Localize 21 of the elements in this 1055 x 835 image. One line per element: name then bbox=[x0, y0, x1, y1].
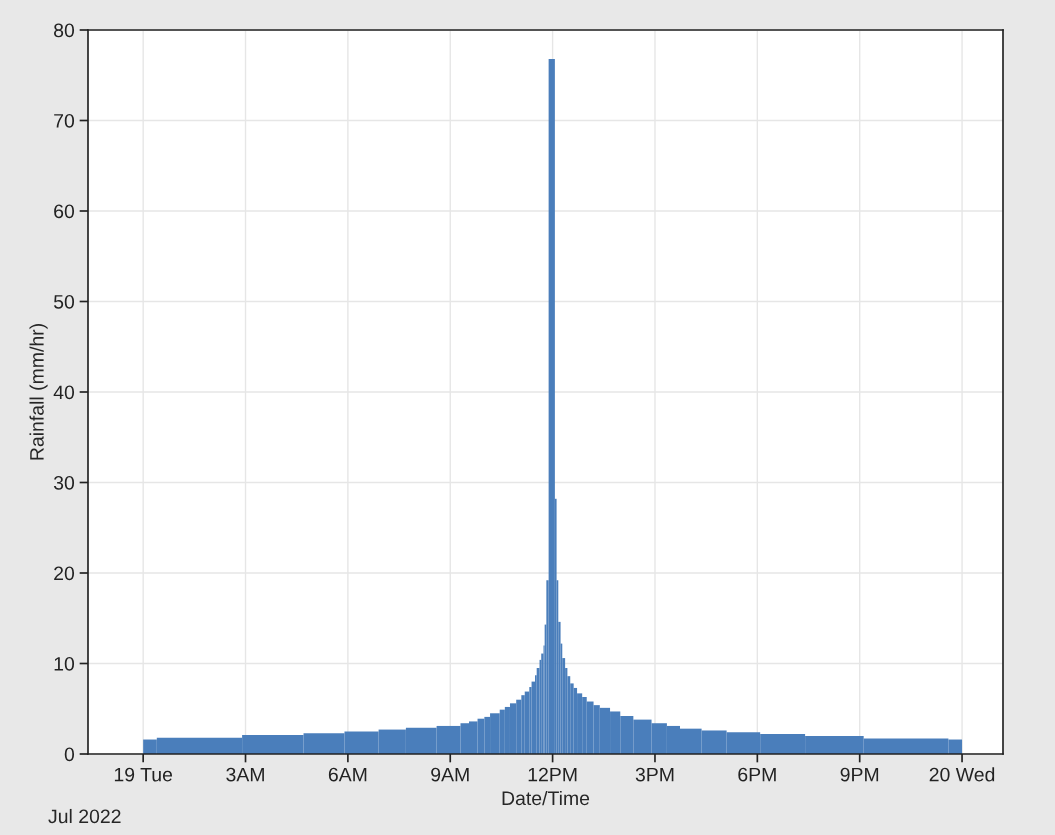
y-tick-label: 0 bbox=[64, 747, 75, 762]
x-tick-label: 9AM bbox=[431, 767, 469, 782]
y-tick-label: 20 bbox=[54, 566, 75, 581]
y-tick-label: 80 bbox=[54, 23, 75, 38]
x-tick-label: 20 Wed bbox=[929, 767, 995, 782]
x-tick-label: 3PM bbox=[635, 767, 674, 782]
x-tick-label: 6PM bbox=[738, 767, 776, 782]
x-tick-label: 19 Tue bbox=[114, 767, 173, 782]
y-tick-label: 40 bbox=[53, 385, 75, 400]
x-tick-label: 6AM bbox=[328, 767, 367, 782]
x-tick-label: 9PM bbox=[840, 767, 879, 782]
text: Jul 2022 bbox=[48, 808, 121, 824]
x-axis-title: Date/Time bbox=[502, 790, 590, 806]
y-tick-label: 10 bbox=[54, 656, 75, 671]
y-tick-label: 30 bbox=[53, 475, 75, 490]
y-tick-label: 60 bbox=[54, 204, 75, 219]
x-tick-label: 12PM bbox=[528, 767, 577, 782]
y-axis-title: Rainfall (mm/hr) bbox=[29, 324, 48, 460]
x-tick-label: 3AM bbox=[226, 767, 264, 782]
y-tick-label: 70 bbox=[54, 113, 75, 128]
y-tick-label: 50 bbox=[53, 294, 75, 309]
